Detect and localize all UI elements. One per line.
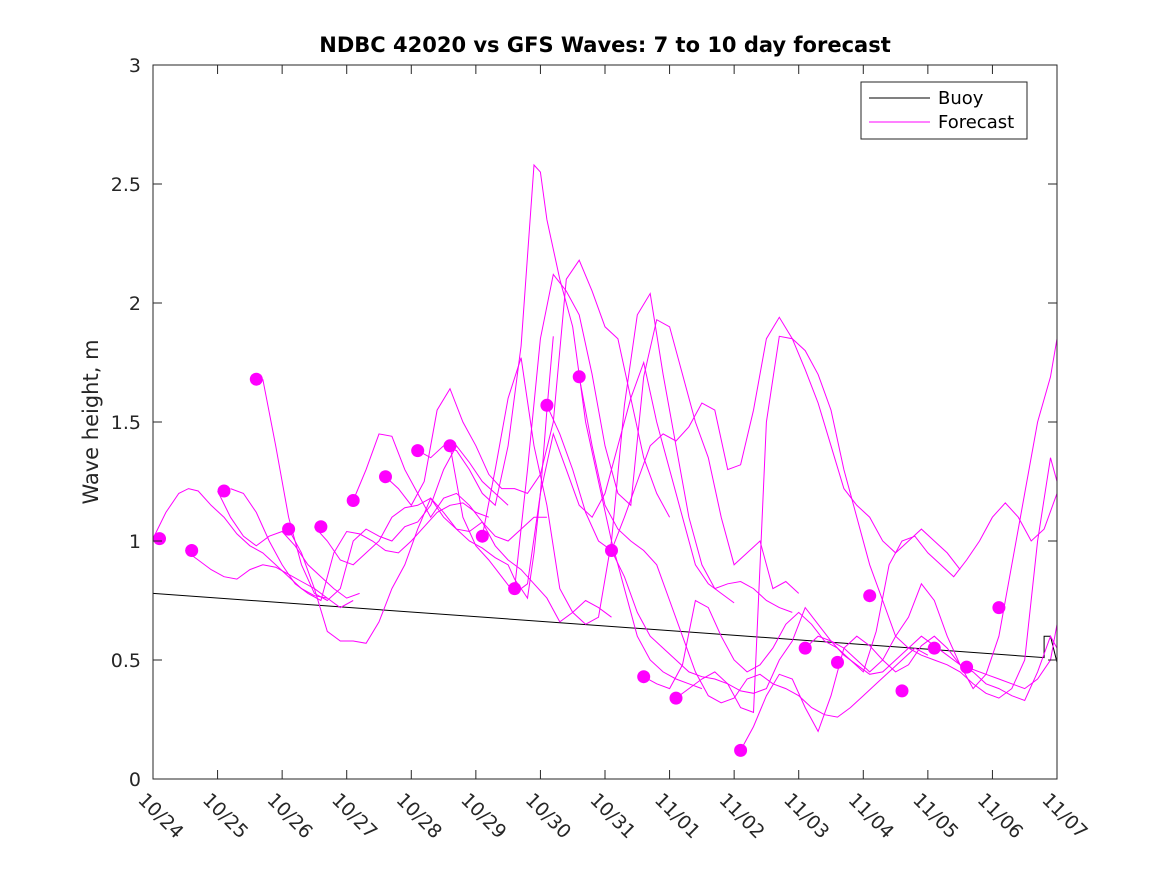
legend: Buoy Forecast (860, 81, 1028, 140)
forecast-marker-11 (475, 529, 489, 543)
forecast-marker-21 (863, 589, 877, 603)
y-tick-label: 1.5 (111, 412, 141, 434)
forecast-line-2 (185, 550, 354, 609)
forecast-marker-12 (508, 582, 522, 596)
forecast-marker-13 (540, 398, 554, 412)
legend-box (860, 81, 1028, 140)
forecast-line-1 (152, 488, 328, 599)
forecast-line-17 (643, 493, 1058, 690)
chart-title: NDBC 42020 vs GFS Waves: 7 to 10 day for… (319, 33, 890, 57)
forecast-line-6 (288, 497, 547, 644)
plot-area (153, 65, 1057, 779)
forecast-line-11 (449, 360, 735, 604)
forecast-line-5 (262, 379, 509, 602)
forecast-line-8 (352, 433, 612, 623)
forecast-marker-7 (346, 494, 360, 507)
forecast-marker-18 (734, 743, 748, 757)
legend-label-forecast: Forecast (938, 112, 1014, 133)
forecast-line-4 (230, 488, 489, 602)
forecast-line-7 (314, 336, 554, 600)
buoy-line (152, 592, 1058, 663)
forecast-marker-5 (282, 522, 296, 536)
forecast-marker-8 (379, 470, 392, 484)
forecast-marker-9 (411, 444, 425, 458)
forecast-marker-23 (927, 641, 941, 655)
forecast-marker-20 (831, 655, 844, 669)
y-tick-label: 0.5 (111, 650, 141, 672)
forecast-marker-6 (314, 520, 328, 534)
forecast-line-13 (514, 273, 800, 594)
y-tick-label: 1 (129, 531, 141, 553)
forecast-marker-22 (895, 684, 909, 698)
marker-layer (153, 370, 1006, 757)
forecast-marker-2 (185, 544, 199, 557)
forecast-marker-14 (572, 370, 586, 384)
forecast-marker-25 (992, 601, 1006, 615)
forecast-line-9 (385, 259, 671, 518)
legend-label-buoy: Buoy (938, 88, 984, 109)
y-tick-label: 3 (129, 55, 141, 77)
forecast-line-12 (481, 292, 793, 625)
y-axis-label: Wave height, m (79, 339, 103, 504)
series-layer (152, 163, 1058, 751)
forecast-line-18 (675, 335, 1058, 714)
forecast-line-3 (217, 490, 360, 599)
forecast-marker-3 (217, 484, 231, 498)
forecast-marker-1 (153, 532, 166, 546)
y-tick-label: 2.5 (111, 174, 141, 196)
forecast-line-15 (578, 376, 929, 718)
forecast-line-10 (417, 163, 703, 690)
forecast-line-19 (740, 634, 1058, 751)
forecast-marker-15 (605, 544, 618, 557)
forecast-marker-17 (669, 691, 683, 705)
y-tick-label: 0 (129, 769, 141, 791)
forecast-line-16 (611, 316, 961, 570)
forecast-marker-24 (960, 660, 974, 674)
forecast-marker-10 (443, 439, 457, 453)
forecast-line-14 (546, 405, 1058, 694)
y-tick-label: 2 (129, 293, 141, 315)
forecast-marker-19 (798, 641, 812, 655)
forecast-marker-4 (249, 372, 263, 386)
forecast-marker-16 (637, 670, 651, 684)
forecast-line-20 (804, 338, 1058, 690)
